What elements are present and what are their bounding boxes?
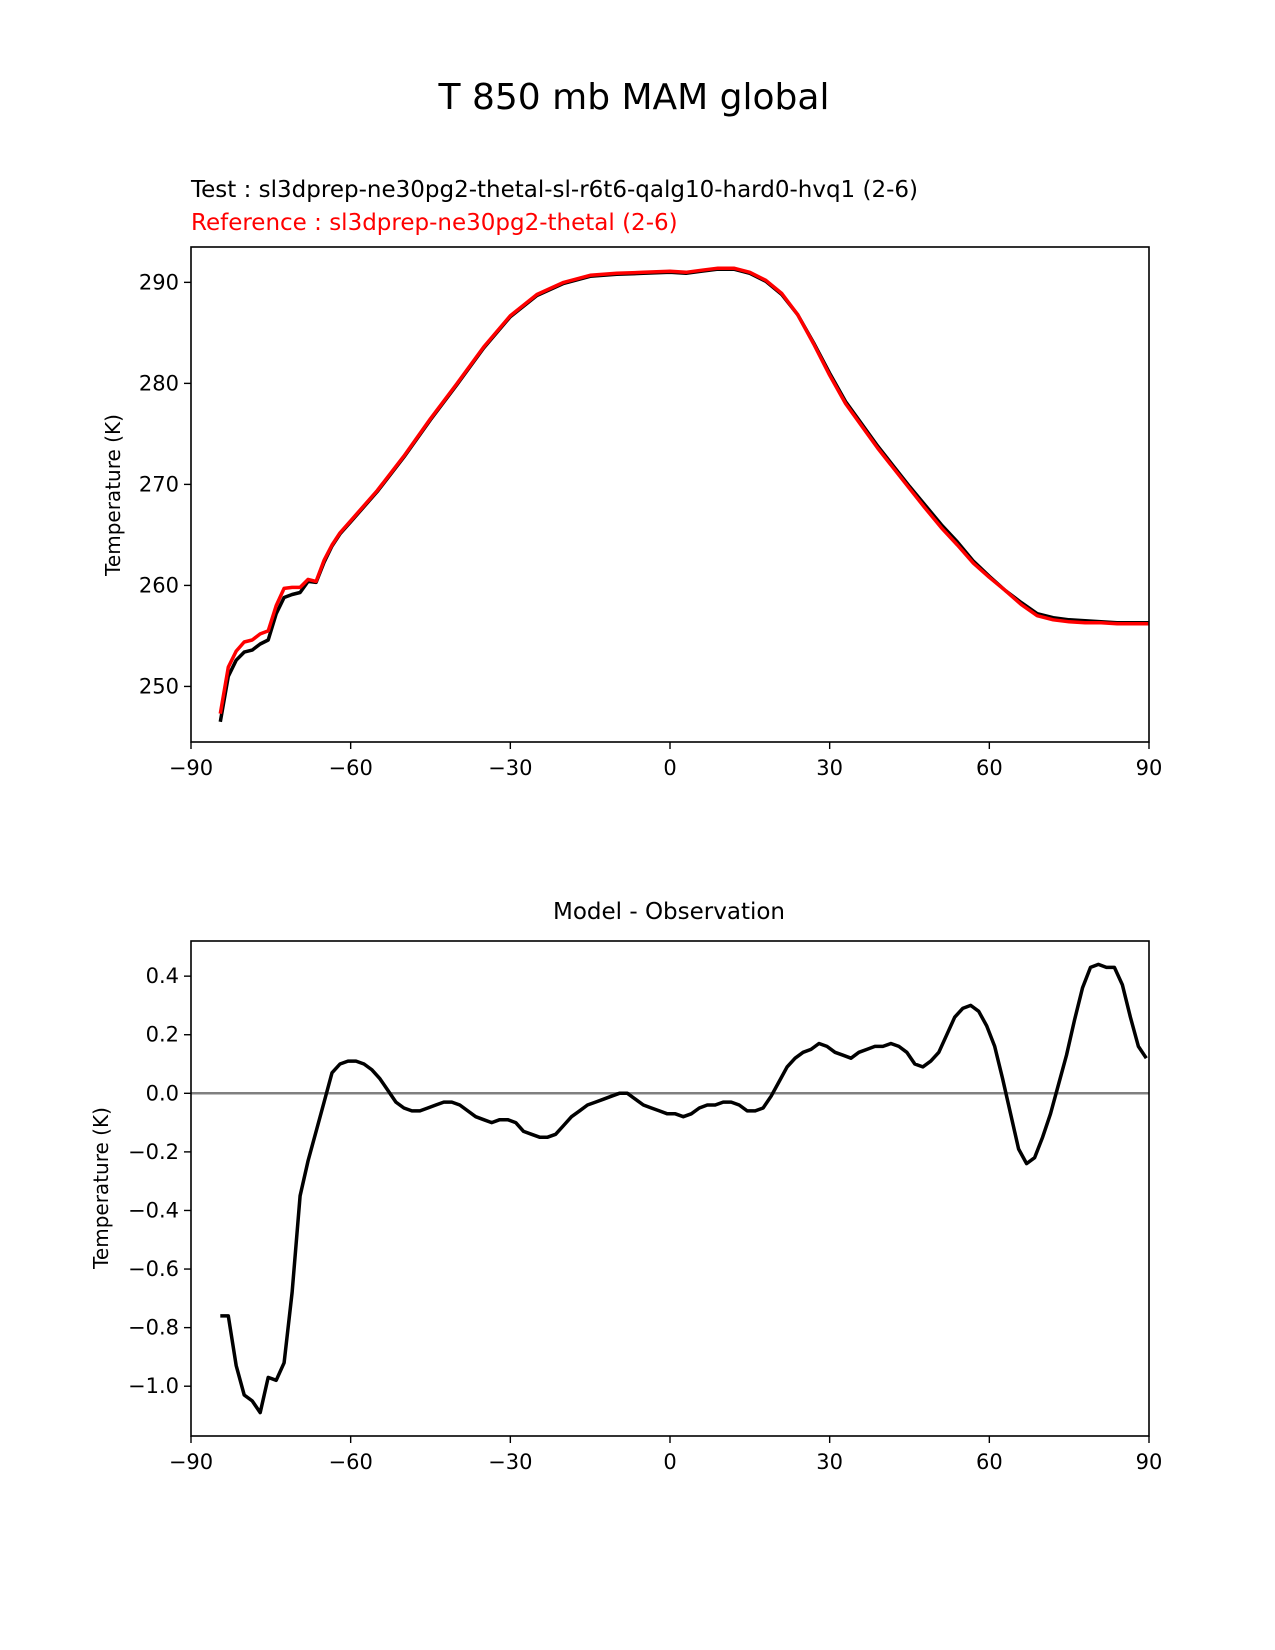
- bottom-ytick-label: −0.2: [128, 1140, 179, 1164]
- bottom-ytick-label: 0.2: [146, 1023, 179, 1047]
- top-panel: Test : sl3dprep-ne30pg2-thetal-sl-r6t6-q…: [101, 177, 1162, 780]
- top-ytick-label: 270: [139, 472, 179, 496]
- top-xtick-label: 90: [1136, 756, 1163, 780]
- bottom-xtick-label: −30: [488, 1450, 532, 1474]
- bottom-series-difference-line: [220, 962, 1148, 1415]
- bottom-plot-area: −90 −60 −30 0 30 60 90 0.4 0.2 0.0 −0.2 −0.4 −0.6 −0.…: [128, 940, 1163, 1474]
- top-xtick-label: 30: [816, 756, 843, 780]
- bottom-ytick-label: 0.0: [146, 1081, 179, 1105]
- top-ytick-label: 280: [139, 371, 179, 395]
- top-xtick-label: −30: [488, 756, 532, 780]
- top-ylabel: Temperature (K): [101, 414, 125, 577]
- bottom-title: Model - Observation: [553, 899, 785, 925]
- top-xtick-label: −90: [169, 756, 213, 780]
- top-series-reference-line: [218, 266, 1149, 714]
- figure-title: T 850 mb MAM global: [438, 77, 830, 118]
- top-ytick-label: 260: [139, 573, 179, 597]
- bottom-ytick-label: −1.0: [128, 1374, 179, 1398]
- bottom-panel: Model - Observation Temperature (K) −90−…: [89, 899, 1162, 1474]
- reference-label: Reference : sl3dprep-ne30pg2-thetal (2-6…: [191, 210, 678, 236]
- test-label: Test : sl3dprep-ne30pg2-thetal-sl-r6t6-q…: [190, 177, 918, 203]
- bottom-xtick-label: 60: [976, 1450, 1003, 1474]
- bottom-ytick-label: −0.4: [128, 1198, 179, 1222]
- bottom-ytick-label: −0.8: [128, 1316, 179, 1340]
- top-xtick-label: 0: [663, 756, 676, 780]
- bottom-xtick-label: −60: [329, 1450, 373, 1474]
- top-xtick-label: −60: [329, 756, 373, 780]
- top-plot-area: −90 −60 −30 0 30 60 90 250 260 270 280 290: [139, 246, 1163, 780]
- top-xtick-label: 60: [976, 756, 1003, 780]
- bottom-xtick-label: −90: [169, 1450, 213, 1474]
- bottom-xtick-label: 30: [816, 1450, 843, 1474]
- bottom-ytick-label: 0.4: [146, 964, 179, 988]
- top-ytick-label: 290: [139, 270, 179, 294]
- bottom-ylabel: Temperature (K): [89, 1107, 113, 1270]
- top-ytick-label: 250: [139, 674, 179, 698]
- bottom-xtick-label: 90: [1136, 1450, 1163, 1474]
- bottom-ytick-label: −0.6: [128, 1257, 179, 1281]
- bottom-xtick-label: 0: [663, 1450, 676, 1474]
